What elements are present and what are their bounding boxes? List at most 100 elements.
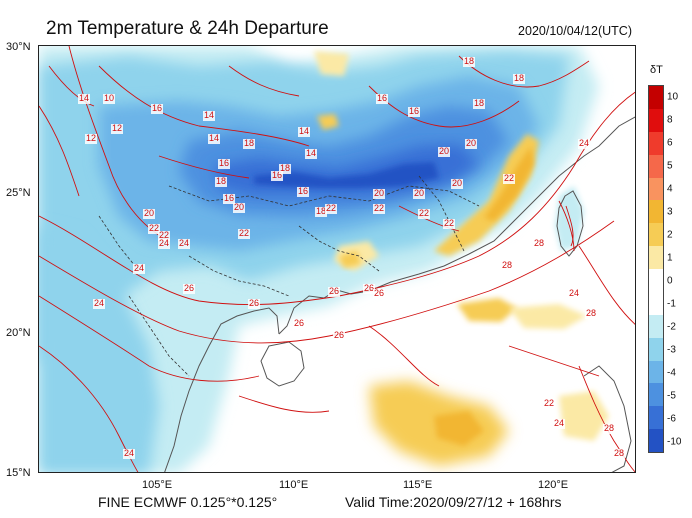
- contour-label-bg: [373, 189, 385, 199]
- contour-value-labels: 1818181616141414141412121016181616161618…: [78, 56, 625, 459]
- contour-label-bg: [418, 209, 430, 219]
- legend-swatch: [649, 154, 663, 178]
- contour-label-bg: [305, 149, 317, 159]
- contour-label: 28: [586, 308, 596, 318]
- legend-label: 6: [667, 137, 673, 148]
- contour-label: 26: [294, 318, 304, 328]
- model-resolution: FINE ECMWF 0.125°*0.125°: [98, 494, 278, 510]
- contour-label-bg: [218, 159, 230, 169]
- coastline: [164, 116, 635, 472]
- legend-swatch: [649, 86, 663, 109]
- lon-label-105: 105°E: [142, 479, 173, 491]
- contour-label-bg: [603, 424, 615, 434]
- contour-label-bg: [408, 107, 420, 117]
- contour-label-bg: [158, 231, 170, 241]
- lat-label-30: 30°N: [6, 41, 31, 53]
- contour-label-bg: [85, 134, 97, 144]
- contour-label: 22: [419, 208, 429, 218]
- contour-label-bg: [373, 204, 385, 214]
- contour-label: 24: [134, 263, 144, 273]
- contour-label: 26: [334, 330, 344, 340]
- contour-label-bg: [298, 127, 310, 137]
- contour-label: 18: [514, 73, 524, 83]
- lon-label-115: 115°E: [403, 479, 433, 491]
- contour-label-bg: [248, 299, 260, 309]
- forecast-datetime: 2020/10/04/12(UTC): [518, 24, 632, 38]
- legend-label: 2: [667, 229, 673, 240]
- contour-label: 16: [152, 103, 162, 113]
- contour-label-bg: [463, 57, 475, 67]
- contour-label-bg: [533, 239, 545, 249]
- contour-label: 18: [280, 163, 290, 173]
- contour-label: 18: [216, 176, 226, 186]
- contour-label-bg: [333, 331, 345, 341]
- contour-label-bg: [451, 179, 463, 189]
- contour-label: 22: [374, 203, 384, 213]
- contour-label: 20: [414, 188, 424, 198]
- contour-label-bg: [613, 449, 625, 459]
- contour-label: 20: [374, 188, 384, 198]
- contour-label-bg: [543, 399, 555, 409]
- contour-label-bg: [78, 94, 90, 104]
- contour-label: 10: [104, 93, 114, 103]
- contour-label: 16: [219, 158, 229, 168]
- contour-label: 28: [614, 448, 624, 458]
- legend-label: -4: [667, 367, 676, 378]
- contour-label: 22: [544, 398, 554, 408]
- temperature-contours: [39, 46, 635, 472]
- legend-title: δT: [650, 64, 663, 76]
- contour-label-bg: [158, 239, 170, 249]
- legend-swatch: [649, 406, 663, 430]
- contour-label-bg: [578, 139, 590, 149]
- chart-title: 2m Temperature & 24h Departure: [46, 18, 329, 39]
- contour-label-bg: [151, 104, 163, 114]
- contour-label-bg: [215, 177, 227, 187]
- contour-label-bg: [143, 209, 155, 219]
- contour-label-bg: [413, 189, 425, 199]
- contour-label-bg: [243, 139, 255, 149]
- legend-swatch: [649, 200, 663, 224]
- contour-label-bg: [465, 139, 477, 149]
- contour-label: 18: [316, 206, 326, 216]
- contour-label: 22: [149, 223, 159, 233]
- contour-label: 22: [326, 203, 336, 213]
- contour-label: 22: [444, 218, 454, 228]
- contour-label: 14: [209, 133, 219, 143]
- contour-label: 22: [159, 230, 169, 240]
- contour-label-bg: [93, 299, 105, 309]
- color-legend: [648, 85, 664, 453]
- legend-label: -1: [667, 298, 676, 309]
- legend-label: -10: [667, 436, 682, 447]
- contour-label: 22: [504, 173, 514, 183]
- contour-label: 24: [554, 418, 564, 428]
- contour-label-bg: [123, 449, 135, 459]
- legend-labels: 10 8 6 5 4 3 2 1 0 -1 -2 -3 -4 -5 -6 -10: [667, 85, 689, 453]
- legend-label: 0: [667, 275, 673, 286]
- contour-label: 24: [159, 238, 169, 248]
- contour-label: 26: [184, 283, 194, 293]
- contour-label: 28: [604, 423, 614, 433]
- legend-swatch: [649, 383, 663, 407]
- contour-label-bg: [328, 287, 340, 297]
- legend-swatch: [649, 337, 663, 361]
- legend-label: -2: [667, 321, 676, 332]
- map-panel: 18 18 18 16 16 14 14 14 14 14 12 12 10 16 18 16 16 16 16 18…: [38, 45, 636, 473]
- legend-swatch: [649, 314, 663, 338]
- map-canvas: 1818181616141414141412121016181616161618…: [39, 46, 635, 472]
- contour-label: 16: [272, 170, 282, 180]
- contour-label: 12: [86, 133, 96, 143]
- contour-label-bg: [363, 284, 375, 294]
- contour-label-bg: [297, 187, 309, 197]
- contour-label: 20: [439, 146, 449, 156]
- contour-label: 24: [579, 138, 589, 148]
- contour-label: 20: [234, 202, 244, 212]
- contour-label-bg: [376, 94, 388, 104]
- lon-label-110: 110°E: [279, 479, 309, 491]
- contour-label: 20: [144, 208, 154, 218]
- contour-label: 18: [244, 138, 254, 148]
- legend-swatch: [649, 291, 663, 315]
- contour-label-bg: [513, 74, 525, 84]
- legend-label: 1: [667, 252, 673, 263]
- legend-label: 4: [667, 183, 673, 194]
- contour-label: 24: [124, 448, 134, 458]
